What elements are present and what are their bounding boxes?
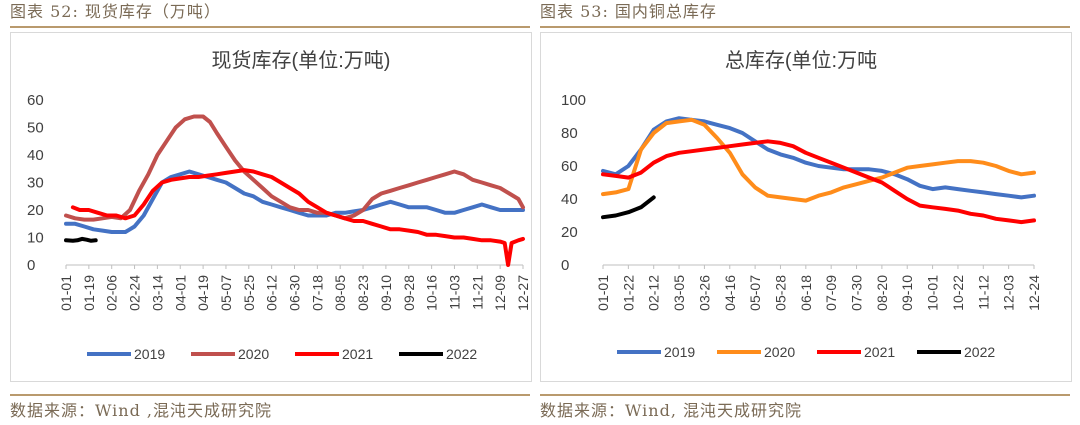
- y-tick-label: 50: [27, 120, 44, 137]
- legend-label-2021: 2021: [342, 346, 373, 362]
- spot-inventory-chart: 现货库存(单位:万吨) 0 10 20 30 40 50 60 01-01 01-19 02-06 0…: [27, 49, 531, 362]
- x-tick-label: 09-10: [378, 275, 394, 311]
- x-tick-label: 10-22: [950, 275, 966, 311]
- series-line-2021: [601, 139, 1036, 225]
- x-tick-label: 06-30: [287, 275, 303, 311]
- y-tick-label: 0: [27, 257, 35, 274]
- legend-label-2019: 2019: [664, 344, 695, 360]
- x-tick-label: 09-10: [899, 275, 915, 311]
- x-tick-label: 06-12: [264, 275, 280, 311]
- y-tick-label: 30: [27, 175, 44, 192]
- left-source-note: 数据来源：Wind ,混沌天成研究院: [10, 401, 273, 420]
- series-line-2019: [64, 169, 525, 234]
- x-tick-label: 01-01: [595, 275, 611, 311]
- x-tick-label: 02-12: [646, 275, 662, 311]
- x-tick-label: 04-16: [722, 275, 738, 311]
- x-tick-label: 06-18: [798, 275, 814, 311]
- x-tick-label: 01-19: [81, 275, 97, 311]
- series-line-2020: [601, 117, 1036, 203]
- x-tick-label: 07-30: [849, 275, 865, 311]
- x-tick-label: 07-09: [823, 275, 839, 311]
- y-tick-label: 100: [561, 92, 586, 109]
- x-tick-label: 11-12: [975, 275, 991, 310]
- chart-title: 总库存(单位:万吨: [725, 49, 877, 72]
- y-tick-label: 20: [27, 202, 44, 219]
- series-line-2020: [64, 114, 525, 222]
- x-tick-label: 02-24: [127, 275, 143, 311]
- x-tick-label: 08-05: [332, 275, 348, 311]
- legend-label-2022: 2022: [964, 344, 995, 360]
- x-tick-label: 12-27: [515, 275, 531, 311]
- right-header-rule: [540, 26, 1070, 28]
- x-tick-label: 12-24: [1026, 275, 1042, 311]
- x-tick-label: 11-03: [446, 275, 462, 310]
- x-tick-label: 05-07: [218, 275, 234, 311]
- x-tick-label: 09-28: [401, 275, 417, 311]
- legend-label-2020: 2020: [764, 344, 795, 360]
- y-tick-label: 40: [27, 147, 44, 164]
- x-tick-label: 01-01: [58, 275, 74, 311]
- total-inventory-chart: 总库存(单位:万吨 0 20 40 60 80 100 01-01 01-22 02-12 03-0…: [561, 49, 1042, 360]
- x-tick-label: 05-25: [241, 275, 257, 311]
- x-tick-label: 03-14: [149, 275, 165, 311]
- y-tick-label: 80: [561, 125, 578, 142]
- y-tick-label: 10: [27, 230, 44, 247]
- x-tick-label: 12-03: [1001, 275, 1017, 311]
- x-tick-label: 08-23: [355, 275, 371, 311]
- right-panel-caption: 图表 53: 国内铜总库存: [540, 2, 717, 21]
- x-tick-label: 07-18: [309, 275, 325, 311]
- x-tick-label: 03-26: [696, 275, 712, 311]
- left-header-rule: [10, 26, 530, 28]
- x-tick-label: 05-28: [772, 275, 788, 311]
- y-tick-label: 60: [561, 158, 578, 175]
- x-tick-label: 11-21: [469, 275, 485, 310]
- x-tick-label: 08-20: [874, 275, 890, 311]
- series-line-2021: [70, 168, 525, 267]
- y-tick-label: 20: [561, 224, 578, 241]
- x-tick-label: 02-06: [104, 275, 120, 311]
- x-tick-label: 04-19: [195, 275, 211, 311]
- left-panel-caption: 图表 52: 现货库存（万吨）: [10, 2, 221, 21]
- y-tick-label: 0: [561, 257, 569, 274]
- x-tick-label: 04-01: [172, 275, 188, 311]
- series-line-2022: [601, 195, 656, 220]
- y-tick-label: 60: [27, 92, 44, 109]
- legend-label-2022: 2022: [446, 346, 477, 362]
- x-tick-label: 10-01: [925, 275, 941, 311]
- y-tick-label: 40: [561, 191, 578, 208]
- chart-title: 现货库存(单位:万吨): [212, 49, 391, 72]
- left-chart-frame: 现货库存(单位:万吨) 0 10 20 30 40 50 60 01-01 01-19 02-06 0…: [10, 32, 532, 382]
- legend-label-2020: 2020: [238, 346, 269, 362]
- series-line-2022: [64, 236, 98, 243]
- x-tick-label: 05-07: [747, 275, 763, 311]
- x-tick-label: 12-09: [492, 275, 508, 311]
- x-tick-label: 03-05: [671, 275, 687, 311]
- right-chart-frame: 总库存(单位:万吨 0 20 40 60 80 100 01-01 01-22 02-12 03-0…: [540, 32, 1072, 382]
- legend-label-2021: 2021: [864, 344, 895, 360]
- series-line-2019: [601, 116, 1036, 200]
- x-tick-label: 01-22: [620, 275, 636, 311]
- left-footer-rule: [10, 394, 530, 396]
- right-footer-rule: [540, 394, 1070, 396]
- x-tick-label: 10-16: [424, 275, 440, 311]
- right-source-note: 数据来源：Wind, 混沌天成研究院: [540, 401, 803, 420]
- legend-label-2019: 2019: [134, 346, 165, 362]
